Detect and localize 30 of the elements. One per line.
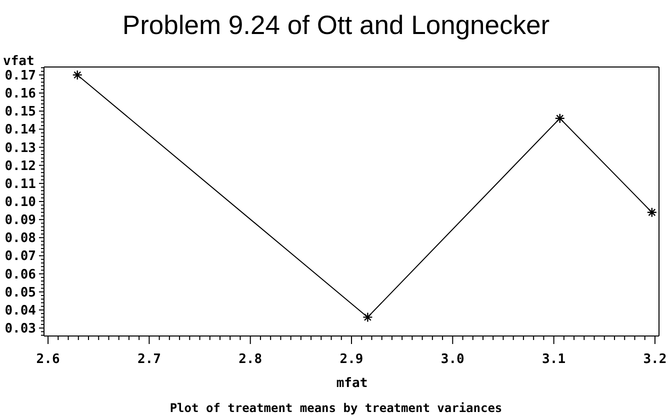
y-tick-label: 0.17 bbox=[4, 68, 36, 84]
y-tick-label: 0.08 bbox=[4, 231, 36, 246]
point bbox=[72, 70, 82, 80]
y-tick-label: 0.10 bbox=[4, 195, 36, 210]
y-tick-label: 0.14 bbox=[4, 122, 36, 138]
y-tick-label: 0.04 bbox=[4, 303, 36, 318]
y-axis-title: vfat bbox=[3, 54, 34, 70]
text: Plot of treatment means by treatment variances bbox=[168, 401, 504, 416]
x-tick-label: 2.7 bbox=[137, 352, 161, 367]
y-tick-label: 0.03 bbox=[4, 322, 36, 337]
chart-title: Problem 9.24 of Ott and Longnecker bbox=[121, 9, 551, 41]
y-tick-label: 0.13 bbox=[4, 140, 36, 156]
x-tick-label: 2.8 bbox=[238, 352, 262, 367]
x-tick-label: 2.6 bbox=[36, 352, 60, 367]
point bbox=[362, 312, 373, 322]
y-tick-label: 0.05 bbox=[4, 285, 36, 300]
x-axis-title: mfat bbox=[335, 376, 369, 392]
y-tick-label: 0.12 bbox=[4, 158, 36, 174]
y-tick-label: 0.16 bbox=[4, 86, 36, 102]
y-tick-label: 0.11 bbox=[4, 176, 36, 192]
x-tick-label: 3.1 bbox=[542, 352, 566, 367]
x-tick-label: 3.0 bbox=[440, 352, 465, 367]
x-tick-label: 3.2 bbox=[643, 352, 667, 367]
y-tick-label: 0.07 bbox=[4, 249, 36, 264]
y-tick-label: 0.15 bbox=[4, 104, 36, 120]
point bbox=[646, 207, 658, 218]
y-tick-label: 0.06 bbox=[4, 267, 36, 282]
y-tick-label: 0.09 bbox=[4, 213, 36, 228]
point bbox=[554, 113, 565, 124]
x-tick-label: 2.9 bbox=[340, 352, 364, 367]
